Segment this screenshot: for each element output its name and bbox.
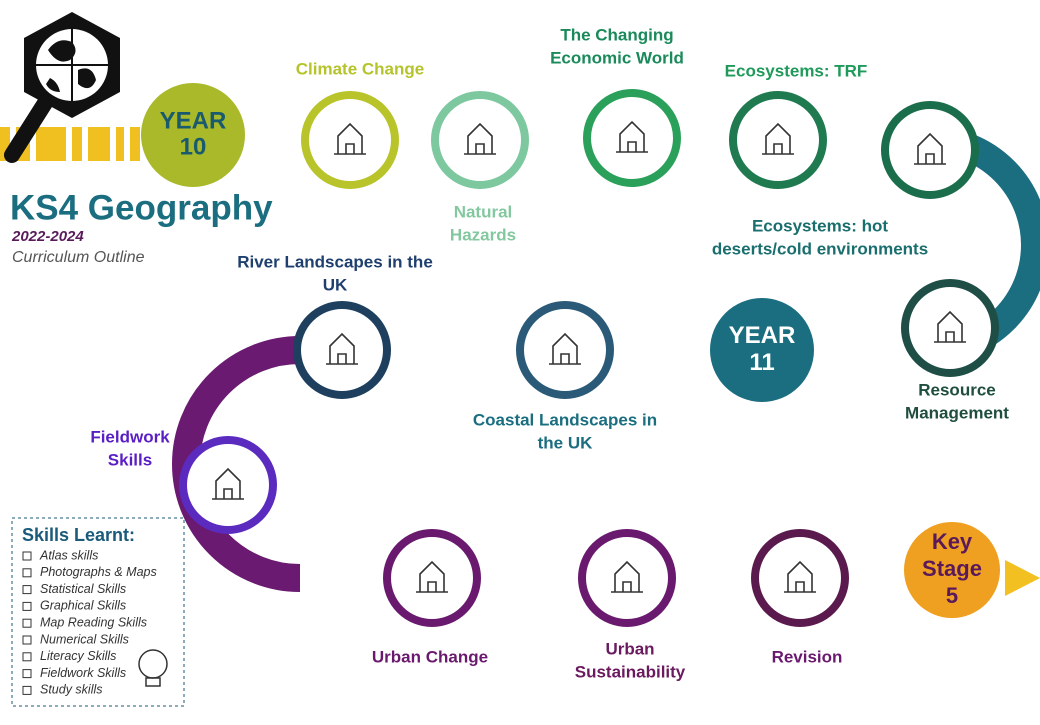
label-line: UK xyxy=(323,275,348,294)
icon-shape xyxy=(616,120,648,153)
topic-icon xyxy=(326,332,358,365)
label-line: Management xyxy=(905,403,1009,422)
topic-icon xyxy=(934,310,966,343)
label-line: 5 xyxy=(946,583,958,608)
topic-icon xyxy=(212,467,244,500)
topic-circle xyxy=(881,101,979,199)
topic-circle xyxy=(729,91,827,189)
icon-shape xyxy=(326,332,358,365)
topic-circle xyxy=(578,529,676,627)
label-line: River Landscapes in the xyxy=(237,252,433,271)
label-line: Ecosystems: TRF xyxy=(725,61,868,80)
label-line: Key xyxy=(932,529,973,554)
label-line: The Changing xyxy=(560,25,673,44)
label-line: Urban xyxy=(605,639,654,658)
topic-icon xyxy=(464,122,496,155)
checkbox xyxy=(22,551,32,561)
skill-item: Map Reading Skills xyxy=(40,615,147,629)
topic-circle xyxy=(583,89,681,187)
topic-icon xyxy=(549,332,581,365)
label-line: YEAR xyxy=(729,322,796,349)
label-line: Urban Change xyxy=(372,647,488,666)
icon-shape xyxy=(611,560,643,593)
skill-item: Literacy Skills xyxy=(40,649,116,663)
label-line: Climate Change xyxy=(296,59,424,78)
checkbox xyxy=(22,685,32,695)
skill-item: Statistical Skills xyxy=(40,582,126,596)
icon-shape xyxy=(334,122,366,155)
skill-item: Numerical Skills xyxy=(40,632,129,646)
topic-icon xyxy=(416,560,448,593)
label-line: Skills xyxy=(108,450,152,469)
skill-item: Atlas skills xyxy=(39,548,98,562)
checkbox xyxy=(22,669,32,679)
milestone-circle xyxy=(141,83,245,187)
topic-icon xyxy=(334,122,366,155)
topic-circle xyxy=(431,91,529,189)
label-line: Fieldwork xyxy=(90,427,170,446)
icon-shape xyxy=(914,132,946,165)
checkbox xyxy=(22,585,32,595)
subtitle: Curriculum Outline xyxy=(12,249,145,266)
label-line: deserts/cold environments xyxy=(712,239,928,258)
skills-box xyxy=(11,517,185,707)
icon-shape xyxy=(934,310,966,343)
skill-item: Graphical Skills xyxy=(40,599,126,613)
label-line: Resource xyxy=(918,380,995,399)
skill-item: Study skills xyxy=(40,683,103,697)
milestone-circle xyxy=(710,298,814,402)
label-line: 10 xyxy=(180,133,207,160)
icon-shape xyxy=(212,467,244,500)
label-line: Hazards xyxy=(450,225,516,244)
skills-title: Skills Learnt: xyxy=(22,525,135,545)
topic-icon xyxy=(784,560,816,593)
skill-item: Fieldwork Skills xyxy=(40,666,126,680)
label-line: the UK xyxy=(538,433,594,452)
checkbox xyxy=(22,635,32,645)
label-line: Natural xyxy=(454,202,513,221)
icon-shape xyxy=(762,122,794,155)
label-line: 11 xyxy=(749,349,774,376)
milestone-circle xyxy=(904,522,1000,618)
icon-shape xyxy=(784,560,816,593)
topic-circle xyxy=(751,529,849,627)
topic-icon xyxy=(914,132,946,165)
years: 2022-2024 xyxy=(11,228,84,245)
label-line: Coastal Landscapes in xyxy=(473,410,657,429)
topic-circle xyxy=(516,301,614,399)
skill-item: Photographs & Maps xyxy=(40,565,157,579)
icon-shape xyxy=(464,122,496,155)
topic-circle xyxy=(383,529,481,627)
icon-shape xyxy=(416,560,448,593)
label-line: Stage xyxy=(922,556,982,581)
label-line: Revision xyxy=(772,647,843,666)
checkbox xyxy=(22,568,32,578)
topic-circle xyxy=(293,301,391,399)
label-line: Economic World xyxy=(550,48,684,67)
topic-circle xyxy=(179,436,277,534)
checkbox xyxy=(22,601,32,611)
title: KS4 Geography xyxy=(10,188,273,227)
label-line: YEAR xyxy=(160,107,227,134)
logo xyxy=(4,12,120,163)
topic-circle xyxy=(301,91,399,189)
checkbox xyxy=(22,652,32,662)
checkbox xyxy=(22,618,32,628)
topic-circle xyxy=(901,279,999,377)
icon-shape xyxy=(549,332,581,365)
topic-icon xyxy=(616,120,648,153)
bulb-icon xyxy=(138,649,168,687)
label-line: Sustainability xyxy=(575,662,686,681)
topic-icon xyxy=(762,122,794,155)
arrow-head xyxy=(1005,560,1040,596)
label-line: Ecosystems: hot xyxy=(752,216,888,235)
topic-icon xyxy=(611,560,643,593)
